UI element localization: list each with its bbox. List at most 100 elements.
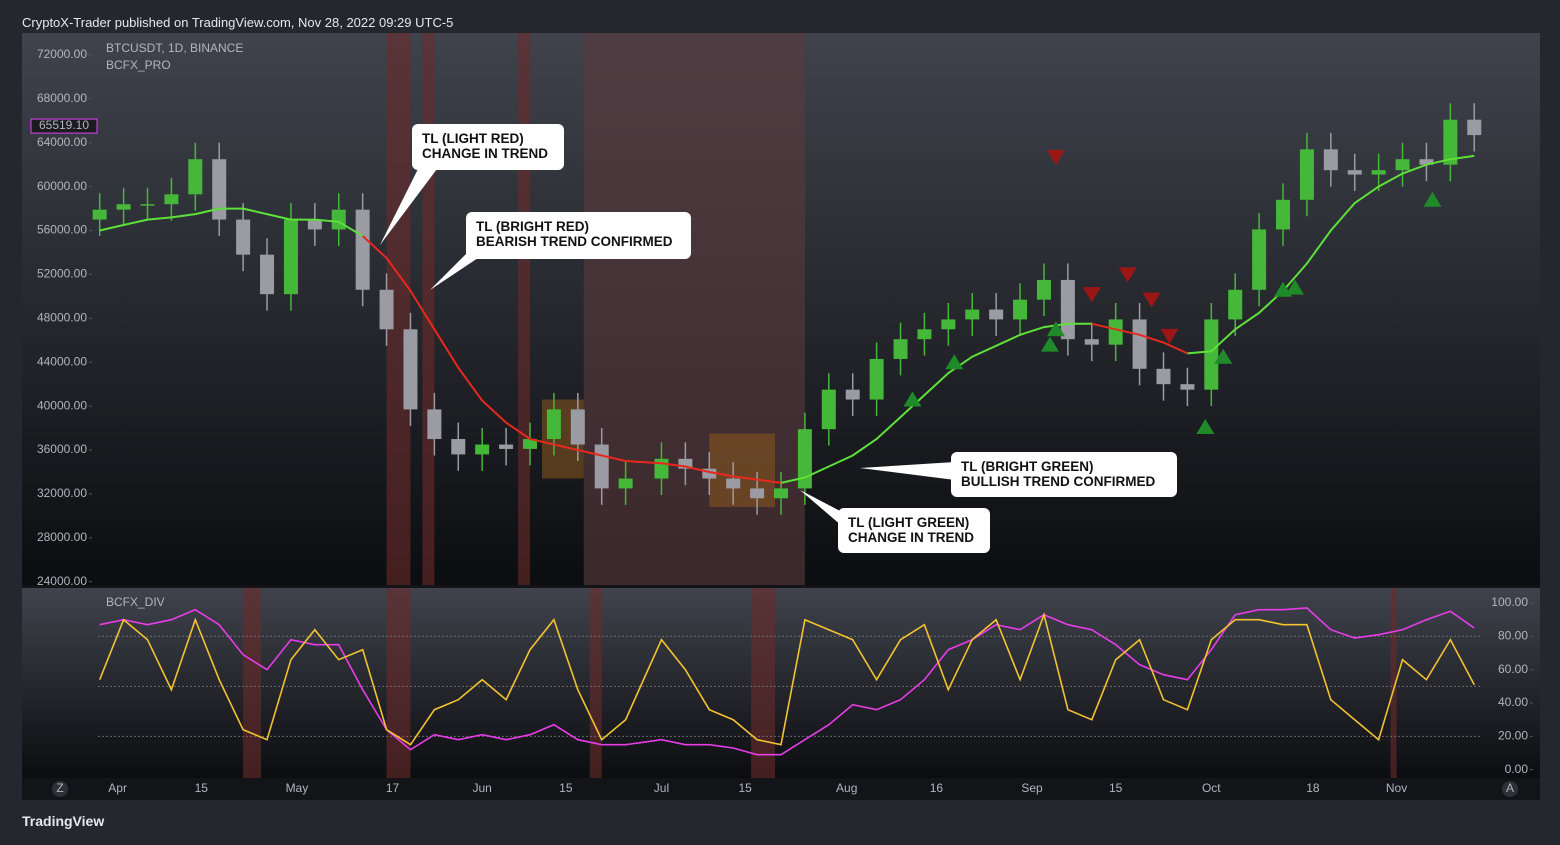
candle-body bbox=[821, 389, 836, 430]
button-label[interactable]: Z bbox=[56, 781, 63, 795]
y-tick-label: 60.00 bbox=[1498, 662, 1528, 676]
shaded-range bbox=[751, 588, 776, 778]
candle-body bbox=[1132, 319, 1147, 369]
candle-body bbox=[797, 429, 812, 489]
callout-line: TL (LIGHT GREEN) bbox=[848, 515, 970, 530]
x-tick-label: Nov bbox=[1386, 781, 1407, 795]
signal-marker bbox=[1214, 348, 1233, 364]
callout: TL (BRIGHT GREEN) BULLISH TREND CONFIRME… bbox=[951, 452, 1177, 497]
signal-marker bbox=[1082, 287, 1101, 303]
y-tick-label: 80.00 bbox=[1498, 629, 1528, 643]
signal-marker bbox=[1040, 336, 1059, 352]
series-line bbox=[99, 154, 1475, 484]
candle-body bbox=[1084, 339, 1099, 345]
callout-line: BULLISH TREND CONFIRMED bbox=[961, 474, 1156, 489]
x-tick-label: 15 bbox=[559, 781, 573, 795]
shaded-range bbox=[386, 33, 411, 585]
candle-body bbox=[678, 458, 693, 469]
candle-body bbox=[1108, 319, 1123, 345]
candle-body bbox=[140, 204, 155, 206]
candle-body bbox=[893, 339, 908, 359]
signal-marker bbox=[1285, 279, 1304, 295]
button[interactable] bbox=[1502, 781, 1518, 797]
candle-body bbox=[1013, 299, 1028, 320]
x-tick-label: Oct bbox=[1202, 781, 1221, 795]
button[interactable] bbox=[52, 781, 68, 797]
candle-body bbox=[726, 478, 741, 489]
y-tick-label: 64000.00 bbox=[37, 135, 87, 149]
candle-body bbox=[522, 439, 537, 449]
oscillator-pane bbox=[22, 588, 1540, 778]
signal-marker bbox=[1142, 292, 1161, 308]
x-tick-label: Jun bbox=[473, 781, 492, 795]
shaded-range bbox=[1390, 588, 1397, 778]
candle-body bbox=[236, 219, 251, 255]
candle-body bbox=[750, 488, 765, 499]
candle-body bbox=[403, 329, 418, 410]
candle-body bbox=[212, 159, 227, 220]
y-tick-label: 52000.00 bbox=[37, 267, 87, 281]
shaded-range bbox=[243, 588, 262, 778]
zone-box bbox=[709, 433, 776, 508]
y-tick-label: 56000.00 bbox=[37, 223, 87, 237]
candle-body bbox=[989, 309, 1004, 320]
candle-body bbox=[1156, 368, 1171, 385]
last-price-box bbox=[30, 118, 98, 134]
callout-line: CHANGE IN TREND bbox=[422, 146, 549, 161]
candle-body bbox=[1395, 159, 1410, 171]
y-tick-label: 0.00 bbox=[1505, 762, 1529, 776]
candle-body bbox=[331, 209, 346, 230]
shaded-range bbox=[422, 33, 435, 585]
signal-marker bbox=[1046, 321, 1065, 337]
candle-body bbox=[774, 488, 788, 499]
candle-body bbox=[702, 468, 717, 479]
series-line bbox=[362, 235, 1188, 484]
x-tick-label: 15 bbox=[1109, 781, 1123, 795]
candle-body bbox=[941, 319, 956, 330]
y-tick-label: 40.00 bbox=[1498, 695, 1528, 709]
button-label[interactable]: A bbox=[1506, 781, 1514, 795]
candle-body bbox=[188, 159, 203, 195]
header: CryptoX-Trader published on TradingView.… bbox=[22, 15, 454, 30]
indicator-label: BCFX_PRO bbox=[106, 58, 171, 72]
callout-line: TL (BRIGHT RED) bbox=[476, 219, 589, 234]
callout-pointer bbox=[860, 462, 955, 480]
candle-body bbox=[1323, 149, 1338, 171]
candle-body bbox=[845, 389, 860, 400]
candle-body bbox=[1204, 319, 1219, 390]
indicator-label: BCFX_DIV bbox=[106, 595, 165, 609]
y-tick-label: 28000.00 bbox=[37, 530, 87, 544]
x-tick-label: May bbox=[286, 781, 309, 795]
candle-body bbox=[594, 444, 609, 489]
x-tick-label: 17 bbox=[386, 781, 400, 795]
candle-body bbox=[1252, 229, 1267, 290]
signal-marker bbox=[1046, 150, 1065, 166]
callout-line: BEARISH TREND CONFIRMED bbox=[476, 234, 673, 249]
y-tick-label: 72000.00 bbox=[37, 47, 87, 61]
y-tick-label: 48000.00 bbox=[37, 310, 87, 324]
candle-body bbox=[307, 219, 322, 230]
callout-pointer bbox=[430, 250, 490, 290]
x-tick-label: Aug bbox=[836, 781, 857, 795]
candle-body bbox=[164, 194, 179, 205]
callout-pointer bbox=[380, 165, 440, 245]
signal-marker bbox=[1196, 418, 1215, 434]
candle-body bbox=[116, 204, 131, 210]
signal-marker bbox=[1118, 267, 1137, 283]
footer-logo: TradingView bbox=[22, 813, 105, 829]
y-tick-label: 68000.00 bbox=[37, 91, 87, 105]
candle-body bbox=[1347, 170, 1362, 175]
y-tick-label: 100.00 bbox=[1491, 595, 1528, 609]
candle-body bbox=[1419, 159, 1434, 165]
last-price-label: 65519.10 bbox=[39, 118, 89, 132]
signal-marker bbox=[1423, 191, 1442, 207]
callout-pointer bbox=[800, 490, 842, 526]
candle-body bbox=[379, 289, 394, 330]
signal-marker bbox=[1160, 328, 1179, 344]
callout: TL (LIGHT RED) CHANGE IN TREND bbox=[412, 124, 564, 170]
callout-line: TL (LIGHT RED) bbox=[422, 131, 524, 146]
candle-body bbox=[451, 439, 466, 455]
candle-body bbox=[618, 478, 633, 489]
candle-body bbox=[1371, 170, 1386, 175]
